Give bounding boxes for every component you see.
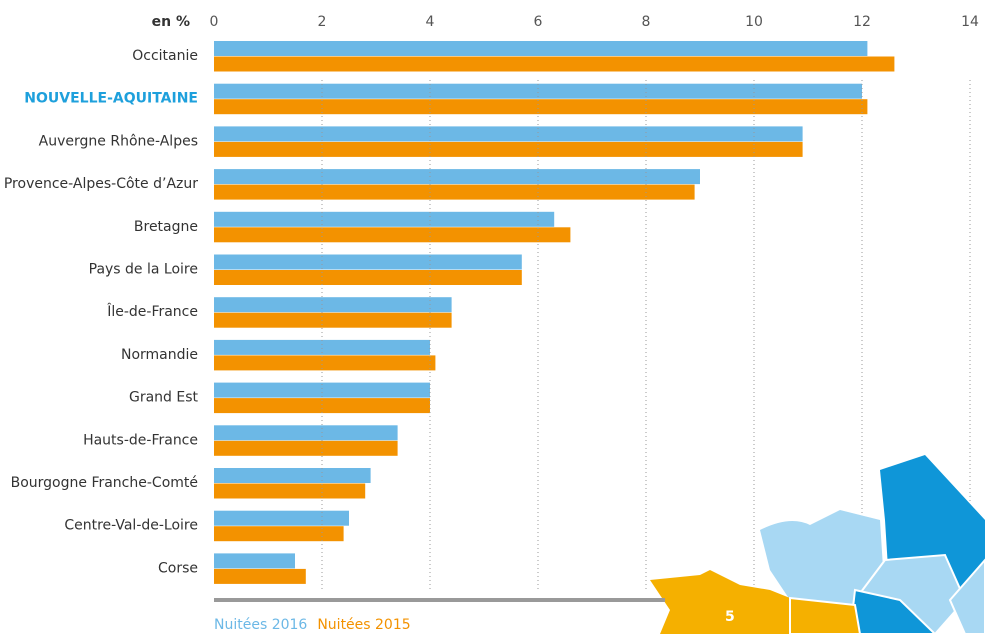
bar	[214, 398, 430, 414]
x-tick-label: 4	[426, 14, 435, 30]
bar	[214, 227, 571, 243]
y-tick-label: Centre-Val-de-Loire	[64, 518, 198, 534]
bar	[214, 141, 803, 157]
y-tick-label: Grand Est	[129, 390, 199, 406]
y-tick-label: Hauts-de-France	[83, 432, 198, 448]
bar	[214, 553, 295, 569]
x-tick-label: 14	[961, 14, 979, 30]
y-tick-label: Occitanie	[132, 48, 198, 64]
y-tick-label: NOUVELLE-AQUITAINE	[24, 91, 198, 107]
x-tick-label: 10	[745, 14, 763, 30]
bar	[214, 339, 430, 355]
x-tick-label: 2	[318, 14, 327, 30]
x-tick-label: 12	[853, 14, 871, 30]
bar	[214, 99, 868, 115]
bar	[214, 440, 398, 456]
x-tick-label: 8	[642, 14, 651, 30]
bar	[214, 270, 522, 285]
legend-label: Nuitées 2016	[214, 617, 307, 633]
bar	[214, 510, 349, 526]
bar	[214, 483, 366, 499]
y-tick-label: Provence-Alpes-Côte d’Azur	[4, 176, 198, 192]
y-tick-label: Pays de la Loire	[89, 262, 198, 278]
y-tick-label: Corse	[158, 560, 198, 576]
x-tick-label: 0	[210, 14, 219, 30]
y-tick-label: Bourgogne Franche-Comté	[11, 475, 198, 491]
bar	[214, 526, 344, 542]
axis-label: en %	[152, 14, 190, 30]
bar	[214, 312, 452, 328]
bar	[214, 126, 803, 142]
bar	[214, 425, 398, 441]
bar	[214, 41, 868, 56]
bar	[214, 382, 430, 398]
bar	[214, 297, 452, 313]
y-tick-label: Bretagne	[134, 219, 198, 235]
legend-label: Nuitées 2015	[317, 617, 410, 633]
bar	[214, 56, 895, 72]
y-tick-label: Normandie	[121, 347, 198, 363]
bar	[214, 83, 862, 99]
bar	[214, 355, 436, 371]
x-tick-label: 6	[534, 14, 543, 30]
bar	[214, 468, 371, 483]
bar	[214, 568, 306, 584]
y-tick-label: Auvergne Rhône-Alpes	[39, 133, 198, 149]
bar	[214, 184, 695, 200]
bar	[214, 169, 700, 185]
bar	[214, 211, 555, 227]
bar	[214, 254, 522, 270]
y-tick-label: Île-de-France	[106, 302, 198, 320]
map-decoration	[214, 455, 985, 634]
annotation: 5	[725, 609, 735, 625]
